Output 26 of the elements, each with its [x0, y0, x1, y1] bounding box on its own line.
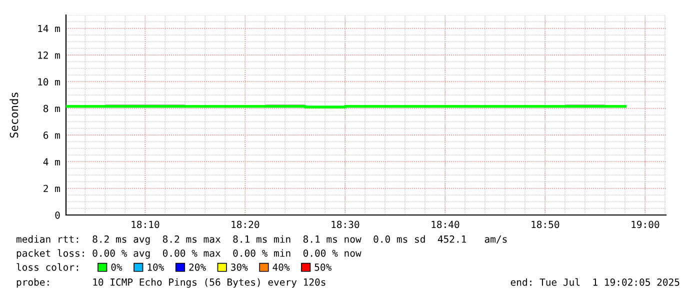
- x-tick-label: 19:00: [632, 220, 660, 228]
- y-tick-label: 6 m: [44, 132, 60, 139]
- legend-label: 20%: [189, 263, 206, 271]
- text: end: Tue Jul 1 19:02:05 2025: [510, 278, 680, 286]
- y-axis-title: Seconds: [10, 92, 18, 138]
- y-tick-label: 14 m: [38, 24, 60, 32]
- y-tick-label: 12 m: [38, 52, 60, 59]
- x-tick-label: 18:40: [432, 220, 460, 228]
- legend-label: 0%: [111, 263, 122, 271]
- text: median rtt: 8.2 ms avg 8.2 ms max 8.1 ms min 8.1 ms now 0.0 ms sd 452.1 am/s: [16, 235, 507, 245]
- y-tick-label: 8 m: [44, 104, 60, 112]
- y-tick-label: 10 m: [38, 78, 60, 86]
- x-tick-label: 18:50: [532, 220, 560, 228]
- legend-label: 40%: [272, 263, 290, 271]
- x-tick-label: 18:10: [132, 220, 160, 228]
- y-tick-label: 4 m: [43, 158, 60, 166]
- text: loss color:: [16, 263, 78, 271]
- legend-label: 10%: [148, 263, 164, 271]
- y-tick-label: 2 m: [44, 184, 60, 192]
- x-tick-label: 18:20: [232, 220, 260, 228]
- text: packet loss: 0.00 % avg 0.00 % max 0.00 % min 0.00 % now: [16, 249, 362, 259]
- text: probe: 10 ICMP Echo Pings (56 Bytes) every 120s: [16, 278, 326, 288]
- legend-label: 50%: [314, 263, 332, 271]
- x-tick-label: 18:30: [332, 220, 360, 228]
- y-tick-label: 0: [55, 212, 60, 219]
- legend-label: 30%: [231, 263, 248, 271]
